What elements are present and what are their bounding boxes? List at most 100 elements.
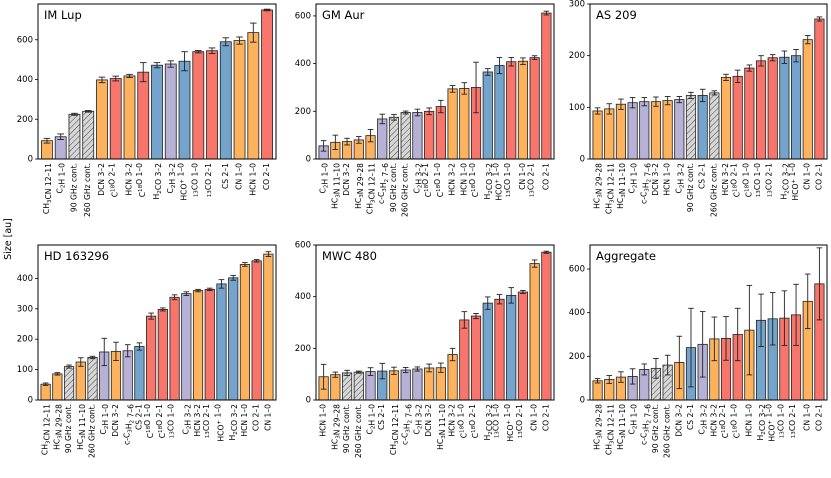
bar <box>412 112 423 160</box>
panel-title: MWC 480 <box>322 249 377 263</box>
category-label: 13CO 1–0 <box>491 404 500 438</box>
category-label: CN 1–0 <box>803 163 812 190</box>
bar <box>157 309 168 401</box>
bar <box>219 41 232 160</box>
category-label: CO 2–1 <box>814 404 823 431</box>
bar <box>341 372 353 401</box>
category-label: HCO+ 1–0 <box>765 404 777 442</box>
bar <box>233 40 246 160</box>
category-label: 13CO 1–0 <box>776 404 785 438</box>
category-label: C2H 1–0 <box>99 404 110 435</box>
category-label: DCN 3–2 <box>111 404 120 437</box>
bar <box>494 298 505 401</box>
bar <box>216 283 227 401</box>
bar <box>206 50 218 160</box>
y-tick-label: 100 <box>569 103 585 113</box>
bar <box>517 60 529 160</box>
bar <box>459 88 470 160</box>
category-label: CS 2–1 <box>377 404 386 430</box>
bar <box>87 357 98 401</box>
bar <box>388 116 400 160</box>
category-label: HCN 1–0 <box>459 163 468 196</box>
category-label: 260 GHz cont. <box>709 163 718 217</box>
category-label: CH3CN 12–11 <box>41 404 52 455</box>
panel-title: Aggregate <box>596 249 656 263</box>
bar <box>639 101 650 160</box>
category-label: C18O 1–0 <box>468 163 480 197</box>
category-label: c-C3H2 7–6 <box>401 404 414 445</box>
category-label: HCN 3–2 <box>448 163 457 196</box>
category-label: C2H 1–0 <box>319 163 330 194</box>
category-label: 13CO 2–1 <box>765 163 774 197</box>
category-label: CN 1–0 <box>803 404 812 431</box>
y-tick-label: 300 <box>17 304 33 314</box>
category-label: C18O 2–1 <box>468 404 480 438</box>
category-label: CS 2–1 <box>698 163 707 189</box>
bar <box>151 64 163 160</box>
bar <box>54 136 67 160</box>
bar <box>482 302 493 401</box>
y-tick-label: 600 <box>295 11 311 21</box>
bar <box>169 296 180 401</box>
panel-title: GM Aur <box>322 8 365 22</box>
category-label: CS 2–1 <box>134 404 143 430</box>
bar <box>204 288 215 401</box>
bar <box>400 112 411 160</box>
bar <box>592 380 603 401</box>
panel-frame <box>315 244 555 401</box>
bar <box>662 100 673 160</box>
y-tick-label: 600 <box>569 265 585 275</box>
y-tick-label: 300 <box>569 0 585 10</box>
bar <box>82 110 95 160</box>
category-label: HCO+ 1–0 <box>177 163 189 201</box>
category-label: H2CO 3–2 <box>152 163 163 200</box>
category-label: H2CO 3–2 <box>228 404 239 441</box>
category-label: HC3N 29–28 <box>52 404 63 450</box>
category-label: c-C3H2 7–6 <box>377 163 390 204</box>
bar <box>435 106 446 160</box>
category-label: HC3N 11–10 <box>76 404 87 450</box>
category-label: C2H 1–0 <box>56 163 67 194</box>
category-label: CS 2–1 <box>221 163 230 189</box>
category-label: C2H 3–2 <box>166 163 177 194</box>
category-label: H2CO 3–2 <box>756 404 767 441</box>
category-label: DCN 3–2 <box>424 404 433 437</box>
category-label: HC3N 29–28 <box>354 163 365 209</box>
category-label: HCN 3–2 <box>721 163 730 196</box>
panel-frame <box>37 3 277 160</box>
bar <box>261 9 273 160</box>
bar <box>697 95 708 160</box>
category-label: HC3N 11–10 <box>616 404 627 450</box>
category-label: DCN 3–2 <box>342 163 351 196</box>
y-tick-label: 400 <box>17 75 33 85</box>
category-label: 13CO 2–1 <box>204 163 213 197</box>
category-label: c-C3H2 7–6 <box>639 163 652 204</box>
category-label: C18O 2–1 <box>718 404 730 438</box>
category-label: HCN 3–2 <box>709 404 718 437</box>
category-label: HCN 3–2 <box>124 163 133 196</box>
category-label: HCO+ 1–0 <box>213 404 225 442</box>
category-label: 13CO 2–1 <box>788 404 797 438</box>
category-label: HCO+ 1–0 <box>788 163 800 201</box>
bar <box>755 60 767 160</box>
category-label: 13CO 1–0 <box>167 404 176 438</box>
category-label: 90 GHz cont. <box>389 163 398 212</box>
category-label: 260 GHz cont. <box>401 163 410 217</box>
bar <box>592 110 603 160</box>
bar <box>447 88 458 160</box>
y-tick-label: 0 <box>580 396 585 406</box>
category-label: HC3N 29–28 <box>330 404 341 450</box>
bar <box>400 369 411 401</box>
category-label: DCN 3–2 <box>674 404 683 437</box>
bar <box>109 78 122 160</box>
bar <box>529 57 540 160</box>
panel-frame <box>315 3 555 160</box>
category-label: C2H 1–0 <box>628 163 639 194</box>
category-label: DCN 3–2 <box>97 163 106 196</box>
y-tick-label: 200 <box>295 344 311 354</box>
y-tick-label: 400 <box>17 274 33 284</box>
bar <box>263 253 274 401</box>
category-label: c-C3H2 7–6 <box>639 404 652 445</box>
